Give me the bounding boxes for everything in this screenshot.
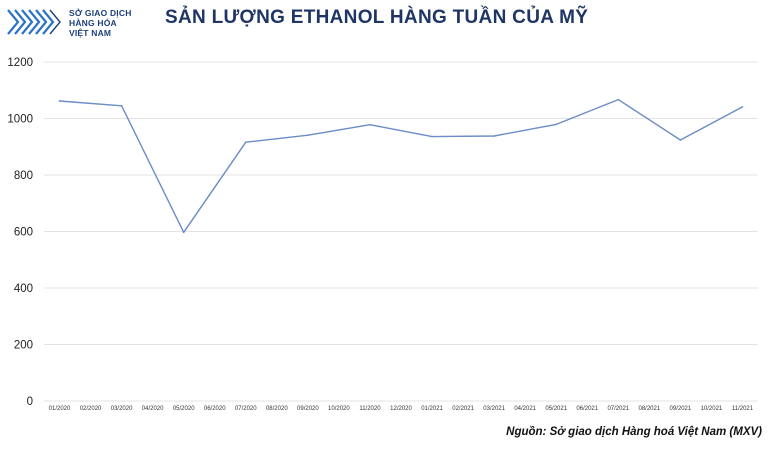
- chart-title: SẢN LƯỢNG ETHANOL HÀNG TUẦN CỦA MỸ: [165, 7, 589, 28]
- logo-line-2: HÀNG HÓA: [69, 18, 117, 28]
- x-tick-label: 10/2020: [328, 406, 350, 412]
- logo-mark-icon: [7, 9, 61, 35]
- data-point: [741, 106, 744, 108]
- x-tick-label: 07/2020: [235, 406, 257, 412]
- data-point: [58, 100, 61, 102]
- data-point: [493, 135, 495, 137]
- y-tick-label: 400: [14, 283, 33, 295]
- data-point: [431, 135, 433, 138]
- x-tick-label: 09/2021: [670, 406, 692, 412]
- data-point: [369, 123, 371, 126]
- x-tick-label: 12/2020: [390, 406, 412, 412]
- y-tick-label: 1200: [7, 57, 33, 69]
- x-tick-label: 05/2021: [545, 406, 567, 412]
- x-tick-label: 06/2020: [204, 406, 226, 412]
- x-tick-label: 01/2021: [421, 406, 443, 412]
- data-point: [617, 98, 620, 101]
- x-tick-label: 08/2020: [266, 406, 288, 412]
- x-tick-label: 06/2021: [576, 406, 598, 412]
- x-tick-label: 03/2020: [111, 406, 133, 412]
- data-point: [307, 134, 309, 136]
- x-tick-label: 02/2020: [80, 406, 102, 412]
- data-point: [182, 231, 185, 234]
- x-tick-label: 07/2021: [607, 406, 629, 412]
- y-axis-tick-labels: 0 200 400 600 800 1000 1200: [7, 57, 33, 408]
- logo-text: SỞ GIAO DỊCH HÀNG HÓA VIỆT NAM: [69, 8, 132, 38]
- x-tick-label: 03/2021: [483, 406, 505, 412]
- series-layer: [58, 98, 744, 234]
- data-point: [120, 104, 123, 107]
- x-tick-label: 04/2020: [142, 406, 164, 412]
- x-tick-label: 11/2020: [359, 406, 381, 412]
- data-point: [555, 123, 558, 126]
- logo-line-1: SỞ GIAO DỊCH: [69, 8, 132, 18]
- series-line: [59, 98, 743, 234]
- source-note: Nguồn: Sở giao dịch Hàng hoá Việt Nam (M…: [506, 426, 762, 438]
- x-tick-label: 11/2021: [732, 406, 754, 412]
- y-tick-label: 200: [14, 340, 33, 352]
- x-tick-label: 01/2020: [49, 406, 71, 412]
- y-tick-label: 800: [14, 170, 33, 182]
- x-tick-label: 08/2021: [638, 406, 660, 412]
- logo-line-3: VIỆT NAM: [69, 28, 112, 38]
- gridlines: [44, 61, 758, 402]
- y-tick-label: 0: [27, 396, 33, 408]
- line-chart: 0 200 400 600 800 1000 1200 01/2020 02/2020 03/2…: [7, 57, 758, 412]
- x-tick-label: 05/2020: [173, 406, 195, 412]
- x-tick-label: 02/2021: [452, 406, 474, 412]
- x-tick-label: 10/2021: [701, 406, 723, 412]
- data-point: [244, 141, 247, 144]
- x-tick-label: 09/2020: [297, 406, 319, 412]
- data-point: [679, 139, 682, 141]
- x-axis-tick-labels: 01/2020 02/2020 03/2020 04/2020 05/2020 06/20…: [49, 406, 754, 412]
- y-tick-label: 600: [14, 227, 33, 239]
- x-tick-label: 04/2021: [514, 406, 536, 412]
- y-tick-label: 1000: [7, 114, 33, 126]
- exchange-logo: SỞ GIAO DỊCH HÀNG HÓA VIỆT NAM: [6, 6, 176, 40]
